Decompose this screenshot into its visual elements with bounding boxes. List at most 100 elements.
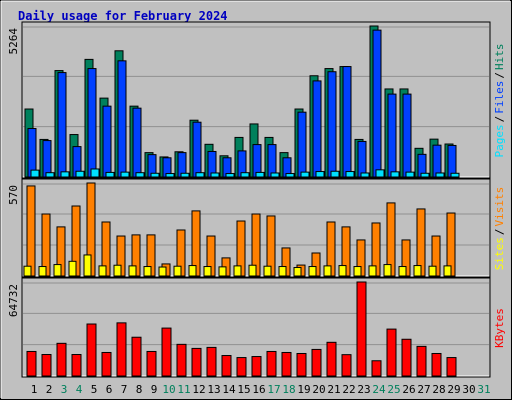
bar bbox=[83, 254, 92, 277]
bar bbox=[293, 267, 302, 277]
bar bbox=[131, 336, 142, 377]
bar bbox=[23, 265, 32, 277]
bar bbox=[87, 68, 97, 178]
bar bbox=[176, 343, 187, 377]
bar bbox=[191, 347, 202, 377]
bar bbox=[98, 265, 107, 277]
x-tick-label: 19 bbox=[297, 383, 310, 396]
bar bbox=[225, 173, 235, 178]
bar bbox=[135, 172, 145, 178]
bar bbox=[56, 342, 67, 377]
bar bbox=[402, 93, 412, 178]
legend-entry: Visits bbox=[493, 187, 506, 227]
legend: KBytes bbox=[493, 308, 506, 348]
bar bbox=[401, 338, 412, 377]
bar bbox=[447, 144, 457, 178]
bar bbox=[192, 121, 202, 178]
bar bbox=[390, 171, 400, 178]
y-tick-label: 570 bbox=[7, 185, 20, 205]
bar bbox=[420, 172, 430, 178]
x-tick-label: 8 bbox=[136, 383, 143, 396]
bar bbox=[311, 348, 322, 377]
bar bbox=[432, 144, 442, 178]
bar bbox=[68, 260, 77, 277]
bar bbox=[270, 172, 280, 178]
legend: Pages/Files/Hits bbox=[493, 44, 506, 158]
bar bbox=[173, 265, 182, 277]
bar bbox=[26, 185, 36, 277]
x-tick-label: 12 bbox=[192, 383, 205, 396]
bar bbox=[446, 357, 457, 377]
legend-separator: / bbox=[493, 116, 506, 123]
bar bbox=[375, 169, 385, 178]
bar bbox=[203, 266, 212, 277]
bar bbox=[341, 354, 352, 377]
x-tick-label: 17 bbox=[267, 383, 280, 396]
bar bbox=[413, 265, 422, 277]
bar bbox=[158, 266, 167, 277]
x-tick-label: 27 bbox=[417, 383, 430, 396]
x-tick-label: 26 bbox=[402, 383, 415, 396]
legend-entry: Pages bbox=[493, 124, 506, 157]
bar bbox=[71, 354, 82, 377]
x-tick-label: 28 bbox=[432, 383, 445, 396]
bar bbox=[330, 170, 340, 178]
x-tick-label: 30 bbox=[462, 383, 475, 396]
bar bbox=[435, 172, 445, 178]
bar bbox=[38, 266, 47, 277]
bar bbox=[75, 170, 85, 178]
bar bbox=[278, 266, 287, 277]
x-tick-label: 29 bbox=[447, 383, 460, 396]
bar bbox=[368, 265, 377, 277]
x-tick-label: 20 bbox=[312, 383, 325, 396]
x-tick-label: 1 bbox=[31, 383, 38, 396]
bar bbox=[180, 172, 190, 178]
bar bbox=[143, 266, 152, 277]
bar bbox=[296, 352, 307, 377]
bar bbox=[161, 327, 172, 377]
legend-separator: / bbox=[493, 229, 506, 236]
bar bbox=[342, 66, 352, 178]
bar bbox=[383, 264, 392, 277]
bar bbox=[57, 72, 67, 178]
bar bbox=[297, 111, 307, 178]
bar bbox=[195, 172, 205, 178]
bar bbox=[323, 265, 332, 277]
bar bbox=[221, 355, 232, 377]
bar bbox=[206, 346, 217, 377]
bar bbox=[338, 265, 347, 277]
y-tick-label: 64732 bbox=[7, 284, 20, 317]
bar bbox=[248, 264, 257, 277]
bar bbox=[356, 281, 367, 377]
x-tick-label: 25 bbox=[387, 383, 400, 396]
bar bbox=[431, 352, 442, 377]
x-tick-label: 6 bbox=[106, 383, 113, 396]
bar bbox=[146, 350, 157, 377]
bar bbox=[117, 60, 127, 178]
bar bbox=[281, 351, 292, 377]
x-tick-label: 4 bbox=[76, 383, 83, 396]
bar bbox=[266, 350, 277, 377]
x-tick-label: 13 bbox=[207, 383, 220, 396]
x-tick-label: 22 bbox=[342, 383, 355, 396]
bar bbox=[387, 93, 397, 178]
bar bbox=[128, 265, 137, 277]
bar bbox=[308, 266, 317, 277]
x-tick-label: 9 bbox=[151, 383, 158, 396]
bar bbox=[267, 144, 277, 178]
x-tick-label: 21 bbox=[327, 383, 340, 396]
x-tick-label: 14 bbox=[222, 383, 236, 396]
bar bbox=[105, 171, 115, 178]
bar bbox=[450, 172, 460, 178]
x-tick-label: 5 bbox=[91, 383, 98, 396]
chart-title: Daily usage for February 2024 bbox=[18, 9, 228, 23]
bar bbox=[101, 351, 112, 377]
bar bbox=[312, 80, 322, 178]
x-tick-label: 2 bbox=[46, 383, 53, 396]
bar bbox=[60, 171, 70, 178]
bar bbox=[116, 322, 127, 377]
x-tick-label: 3 bbox=[61, 383, 68, 396]
bar bbox=[240, 172, 250, 178]
legend-entry: Hits bbox=[493, 44, 506, 71]
